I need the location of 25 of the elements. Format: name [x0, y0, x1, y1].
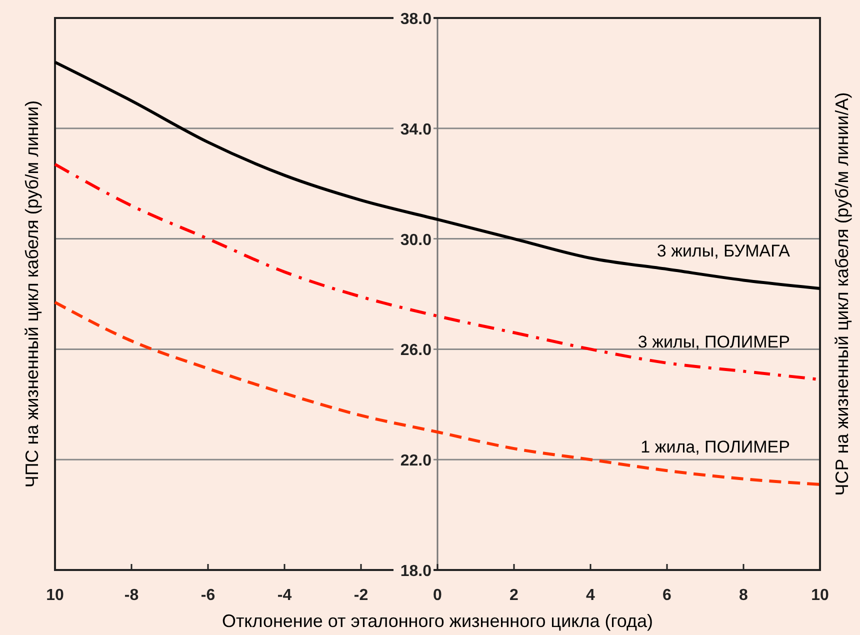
y-tick-label: 34.0: [400, 121, 432, 138]
x-tick-label: 10: [811, 587, 829, 604]
y-tick-label: 22.0: [400, 452, 432, 470]
line-series: [54, 60, 822, 290]
x-tick-label: -8: [124, 587, 139, 604]
x-tick-label: 10: [46, 587, 64, 604]
series-label: 3 жилы, ПОЛИМЕР: [638, 332, 790, 352]
x-tick-label: -2: [354, 587, 368, 604]
series-label: 1 жила, ПОЛИМЕР: [640, 437, 790, 456]
x-tick-label: 8: [739, 587, 748, 604]
series-label: 3 жилы, БУМАГА: [656, 241, 791, 260]
y-tick-label: 38.0: [400, 11, 432, 28]
y-axis-title: ЧПС на жизненный цикл кабеля (руб/м линии): [22, 100, 42, 488]
x-tick-label: 0: [433, 587, 442, 604]
y2-axis-title: ЧСР на жизненный цикл кабеля (руб/м линии/А): [832, 92, 852, 496]
x-tick-label: 6: [662, 587, 672, 604]
x-tick-label: 2: [510, 587, 519, 604]
x-tick-label: -6: [200, 587, 216, 604]
y-tick-label: 18.0: [400, 563, 432, 580]
y-tick-label: 30.0: [400, 232, 432, 249]
x-axis-title: Отклонение от эталонного жизненного цикла (года): [222, 611, 654, 631]
line-series: [54, 300, 822, 486]
x-tick-label: -4: [277, 587, 292, 604]
y-tick-label: 26.0: [400, 342, 432, 360]
x-tick-label: 4: [586, 587, 596, 604]
